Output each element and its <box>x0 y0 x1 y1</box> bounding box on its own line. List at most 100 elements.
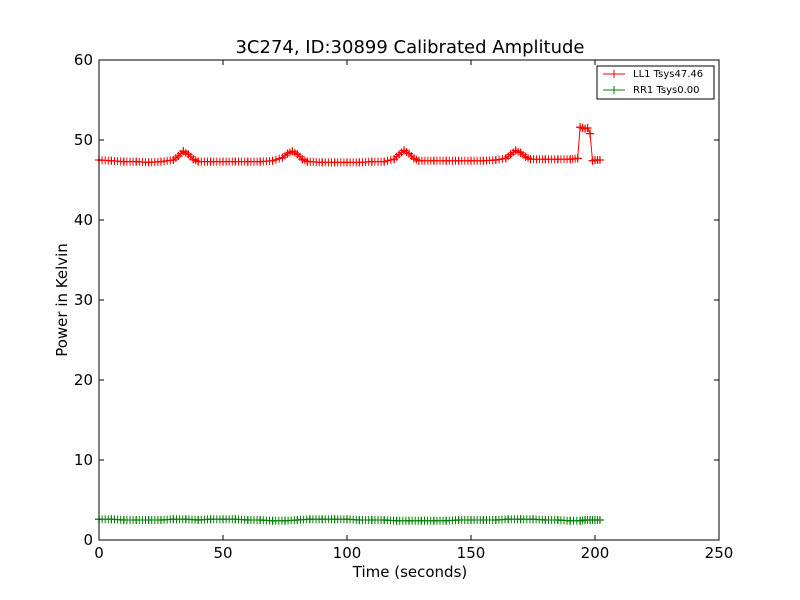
data-point <box>157 157 165 166</box>
data-point <box>219 157 227 166</box>
data-point <box>243 157 252 166</box>
data-point <box>144 516 153 524</box>
legend-label-ll1: LL1 Tsys47.46 <box>633 69 703 80</box>
data-point <box>231 515 240 524</box>
data-point <box>504 515 513 524</box>
data-point <box>454 516 463 524</box>
data-point <box>405 516 413 525</box>
data-point <box>305 515 314 524</box>
data-point <box>281 516 289 525</box>
data-point <box>194 157 203 166</box>
data-point <box>219 515 227 524</box>
data-point <box>553 516 562 524</box>
data-point <box>576 516 585 525</box>
data-point <box>491 516 500 524</box>
series-0 <box>95 123 604 167</box>
data-point <box>119 157 128 166</box>
x-tick-label: 50 <box>213 544 232 562</box>
data-point <box>367 157 376 166</box>
data-point <box>318 158 327 167</box>
data-point <box>107 515 116 524</box>
data-point <box>355 516 364 524</box>
data-point <box>243 516 252 524</box>
data-point <box>521 152 530 161</box>
data-point <box>380 516 389 524</box>
data-point <box>566 516 575 525</box>
series-1 <box>95 515 604 525</box>
legend-box <box>596 65 715 100</box>
y-tick-label: 40 <box>74 211 93 229</box>
data-point <box>586 129 595 138</box>
data-point <box>119 516 128 524</box>
y-axis-title: Power in Kelvin <box>53 243 71 357</box>
data-point <box>343 158 351 167</box>
data-point <box>189 155 198 164</box>
data-point <box>553 155 562 164</box>
data-point <box>355 158 364 167</box>
data-point <box>194 516 203 524</box>
data-point <box>392 516 401 525</box>
data-point <box>491 156 500 164</box>
y-tick-label: 10 <box>74 451 93 469</box>
data-point <box>405 149 413 158</box>
data-point <box>529 515 537 524</box>
data-point <box>330 515 339 524</box>
data-point <box>516 148 525 157</box>
y-tick-label: 30 <box>74 291 93 309</box>
data-point <box>268 156 277 165</box>
data-point <box>174 152 183 160</box>
ticks: 0 50 100 150 200 250 0 10 20 30 40 50 60 <box>74 51 733 562</box>
x-axis-title: Time (seconds) <box>352 563 468 581</box>
data-point <box>595 516 604 524</box>
y-tick-label: 50 <box>74 131 93 149</box>
data-point <box>541 516 550 524</box>
data-point <box>390 155 399 164</box>
data-point <box>467 516 475 524</box>
data-point <box>429 156 438 165</box>
y-tick-label: 0 <box>83 531 93 549</box>
data-point <box>511 146 520 155</box>
data-point <box>566 155 575 164</box>
data-point <box>442 516 451 525</box>
data-point <box>278 153 287 162</box>
x-tick-label: 250 <box>705 544 734 562</box>
data-point <box>400 146 409 155</box>
series-layer <box>95 123 604 525</box>
data-point <box>541 155 550 164</box>
data-point <box>506 150 515 159</box>
data-point <box>293 150 302 159</box>
data-point <box>526 155 535 164</box>
data-point <box>417 516 426 525</box>
legend-label-rr1: RR1 Tsys0.00 <box>633 85 700 96</box>
data-point <box>169 515 178 524</box>
y-tick-label: 60 <box>74 51 93 69</box>
x-tick-label: 100 <box>333 544 362 562</box>
data-point <box>179 147 188 156</box>
data-point <box>303 157 312 166</box>
x-tick-label: 200 <box>581 544 610 562</box>
data-point <box>467 156 475 165</box>
legend-marker-ll1 <box>610 70 618 78</box>
data-point <box>256 516 265 524</box>
data-point <box>288 147 297 156</box>
data-point <box>184 150 193 159</box>
data-point <box>583 124 592 132</box>
data-point <box>442 156 451 165</box>
data-point <box>268 516 277 525</box>
data-point <box>256 157 265 166</box>
data-point <box>330 158 339 167</box>
x-tick-label: 150 <box>457 544 486 562</box>
data-point <box>595 156 604 164</box>
y-tick-label: 20 <box>74 371 93 389</box>
data-point <box>409 154 418 163</box>
data-point <box>298 155 307 164</box>
data-point <box>231 157 240 166</box>
data-point <box>395 150 404 159</box>
data-point <box>144 158 153 167</box>
data-point <box>107 156 116 165</box>
data-point <box>479 156 488 165</box>
data-point <box>293 516 302 524</box>
data-point <box>454 156 463 165</box>
data-point <box>181 515 190 524</box>
